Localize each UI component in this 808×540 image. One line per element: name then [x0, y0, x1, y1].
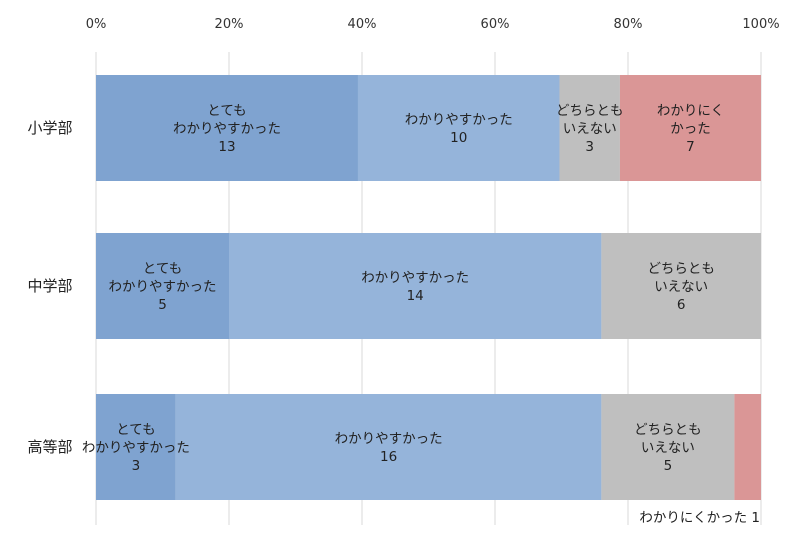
- category-label: 小学部: [27, 119, 72, 137]
- bars: [96, 75, 761, 500]
- bar-segment: [229, 233, 602, 339]
- x-tick-label: 0%: [86, 17, 107, 32]
- data-label: わかりやすかった: [109, 279, 217, 295]
- data-label: とても: [143, 261, 182, 277]
- x-tick-label: 40%: [348, 17, 377, 32]
- bar-segment: [601, 233, 761, 339]
- bar-segment: [601, 394, 735, 500]
- data-label: 6: [677, 297, 686, 313]
- data-label: どちらとも: [556, 103, 624, 119]
- x-tick-label: 80%: [614, 17, 643, 32]
- data-label: わかりやすかった: [173, 121, 281, 137]
- x-axis-ticks: 0% 20% 40% 60% 80% 100%: [86, 17, 780, 32]
- data-label-callout: わかりにくかった 1: [639, 510, 760, 526]
- data-label: とても: [207, 103, 246, 119]
- bar-segment: [175, 394, 602, 500]
- bar-segment: [96, 233, 229, 339]
- data-label: 3: [132, 458, 141, 474]
- data-label: 10: [450, 130, 467, 146]
- data-label: 14: [407, 288, 424, 304]
- x-tick-label: 100%: [742, 17, 779, 32]
- data-label: わかりにく: [657, 103, 724, 119]
- data-label: とても: [116, 422, 155, 438]
- data-label: わかりやすかった: [335, 431, 443, 447]
- data-label: 5: [158, 297, 167, 313]
- x-tick-label: 20%: [215, 17, 244, 32]
- data-labels: とてもわかりやすかった13わかりやすかった10どちらともいえない3わかりにくかっ…: [82, 103, 760, 526]
- data-label: 16: [380, 449, 397, 465]
- data-label: どちらとも: [647, 261, 715, 277]
- bar-segment: [96, 394, 176, 500]
- bar-segment: [619, 75, 761, 181]
- data-label: 5: [664, 458, 673, 474]
- data-label: わかりやすかった: [361, 270, 469, 286]
- data-label: 13: [218, 139, 235, 155]
- data-label: いえない: [563, 121, 617, 137]
- x-tick-label: 60%: [481, 17, 510, 32]
- data-label: どちらとも: [634, 422, 702, 438]
- data-label: 3: [585, 139, 594, 155]
- data-label: いえない: [654, 279, 708, 295]
- category-label: 中学部: [27, 277, 72, 295]
- bar-segment: [96, 75, 358, 181]
- data-label: わかりやすかった: [82, 440, 190, 456]
- data-label: 7: [686, 139, 695, 155]
- bar-segment: [559, 75, 620, 181]
- bar-segment: [734, 394, 761, 500]
- data-label: わかりやすかった: [405, 112, 513, 128]
- bar-segment: [357, 75, 560, 181]
- data-label: いえない: [641, 440, 695, 456]
- data-label: かった: [670, 121, 711, 137]
- category-label: 高等部: [27, 438, 72, 456]
